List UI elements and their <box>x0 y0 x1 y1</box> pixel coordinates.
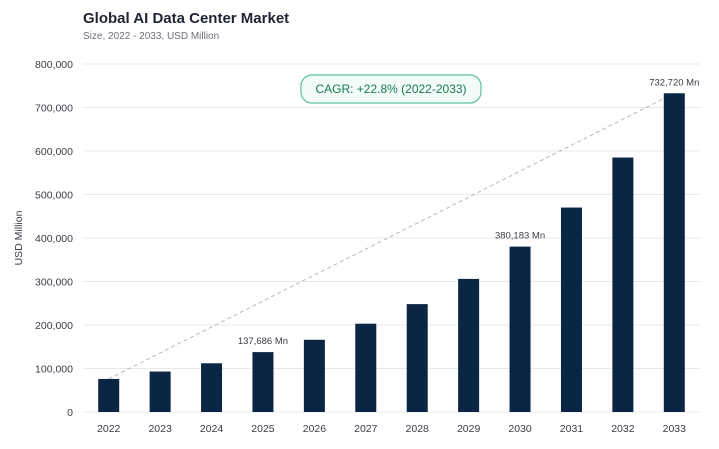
x-tick-label: 2026 <box>303 423 327 435</box>
data-label: 732,720 Mn <box>649 77 699 88</box>
bar-2022 <box>98 378 120 412</box>
x-tick-label: 2030 <box>508 423 532 435</box>
y-tick-label: 600,000 <box>35 146 73 158</box>
x-tick-label: 2027 <box>354 423 378 435</box>
gridlines <box>83 63 700 413</box>
data-label: 380,183 Mn <box>495 231 545 242</box>
y-tick-label: 800,000 <box>35 59 73 71</box>
x-tick-label: 2031 <box>560 423 584 435</box>
bar-2028 <box>406 304 428 412</box>
x-tick-label: 2023 <box>148 423 172 435</box>
cagr-annotation: CAGR: +22.8% (2022-2033) <box>300 74 482 104</box>
bar-2024 <box>201 363 223 412</box>
x-tick-label: 2022 <box>97 423 121 435</box>
y-tick-label: 300,000 <box>35 277 73 289</box>
x-tick-label: 2033 <box>663 423 687 435</box>
chart-title: Global AI Data Center Market <box>83 10 290 27</box>
x-tick-label: 2028 <box>406 423 430 435</box>
x-axis-ticks: 2022 2023 2024 2025 2026 2027 2028 2029 2030 2031… <box>97 423 686 435</box>
bar-2023 <box>149 371 171 412</box>
y-tick-label: 0 <box>67 407 73 419</box>
data-label: 137,686 Mn <box>238 336 288 347</box>
cagr-trendline <box>108 92 675 380</box>
y-tick-label: 100,000 <box>35 364 73 376</box>
y-tick-label: 500,000 <box>35 190 73 202</box>
bar-2029 <box>458 278 480 412</box>
data-labels: 137,686 Mn 380,183 Mn 732,720 Mn <box>238 77 700 347</box>
bar-2026 <box>303 339 325 412</box>
chart-subtitle: Size, 2022 - 2033, USD Million <box>83 31 220 42</box>
bar-2025 <box>252 352 274 412</box>
cagr-badge <box>300 74 482 104</box>
x-tick-label: 2025 <box>251 423 275 435</box>
bars <box>98 93 685 413</box>
bar-2032 <box>612 157 634 412</box>
y-axis-label: USD Million <box>13 210 25 265</box>
bar-2030 <box>509 246 531 412</box>
y-tick-label: 700,000 <box>35 103 73 115</box>
x-tick-label: 2029 <box>457 423 481 435</box>
y-tick-label: 200,000 <box>35 320 73 332</box>
cagr-label: CAGR: +22.8% (2022-2033) <box>315 82 466 96</box>
bar-2033 <box>663 93 685 413</box>
y-axis-ticks: 0 100,000 200,000 300,000 400,000 500,000 600,… <box>35 59 73 419</box>
bar-2031 <box>560 207 582 412</box>
x-tick-label: 2032 <box>611 423 635 435</box>
trendline-layer <box>108 92 675 380</box>
bar-2027 <box>355 323 377 412</box>
x-tick-label: 2024 <box>200 423 224 435</box>
y-tick-label: 400,000 <box>35 233 73 245</box>
